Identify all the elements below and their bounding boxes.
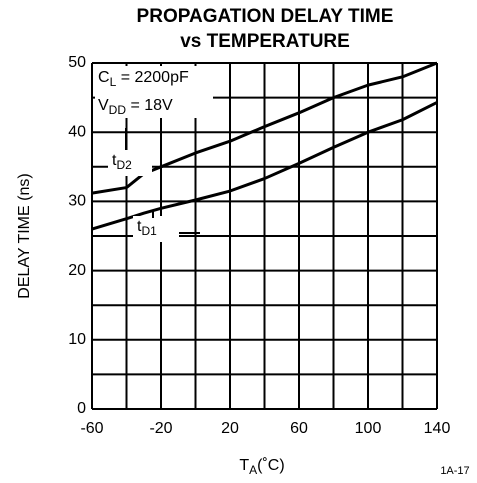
x-axis-label: TA(˚C) [239, 457, 284, 477]
legend-label: tD1 [137, 218, 157, 238]
legend-box [133, 216, 179, 242]
x-tick-label: 100 [355, 420, 382, 437]
y-tick-label: 10 [68, 331, 86, 348]
line-series [91, 61, 438, 195]
annotation: CL = 2200pF [98, 69, 189, 89]
x-tick-label: 60 [290, 420, 308, 437]
y-tick-label: 50 [68, 54, 86, 71]
y-tick-label: 0 [77, 400, 86, 417]
annotation: VDD = 18V [98, 97, 173, 117]
legend-box [108, 150, 152, 176]
line-series [91, 101, 438, 231]
y-tick-label: 30 [68, 193, 86, 210]
annotation-box [95, 66, 213, 118]
chart-title: vs TEMPERATURE [180, 31, 350, 52]
chart-title: PROPAGATION DELAY TIME [137, 6, 394, 27]
x-tick-label: -20 [149, 420, 172, 437]
x-tick-label: -60 [80, 420, 103, 437]
x-tick-label: 140 [424, 420, 451, 437]
x-tick-label: 20 [221, 420, 239, 437]
y-tick-label: 20 [68, 262, 86, 279]
y-tick-label: 40 [68, 123, 86, 140]
figure-id: 1A-17 [440, 465, 469, 477]
legend-label: tD2 [112, 152, 132, 172]
y-axis-label: DELAY TIME (ns) [16, 173, 33, 298]
